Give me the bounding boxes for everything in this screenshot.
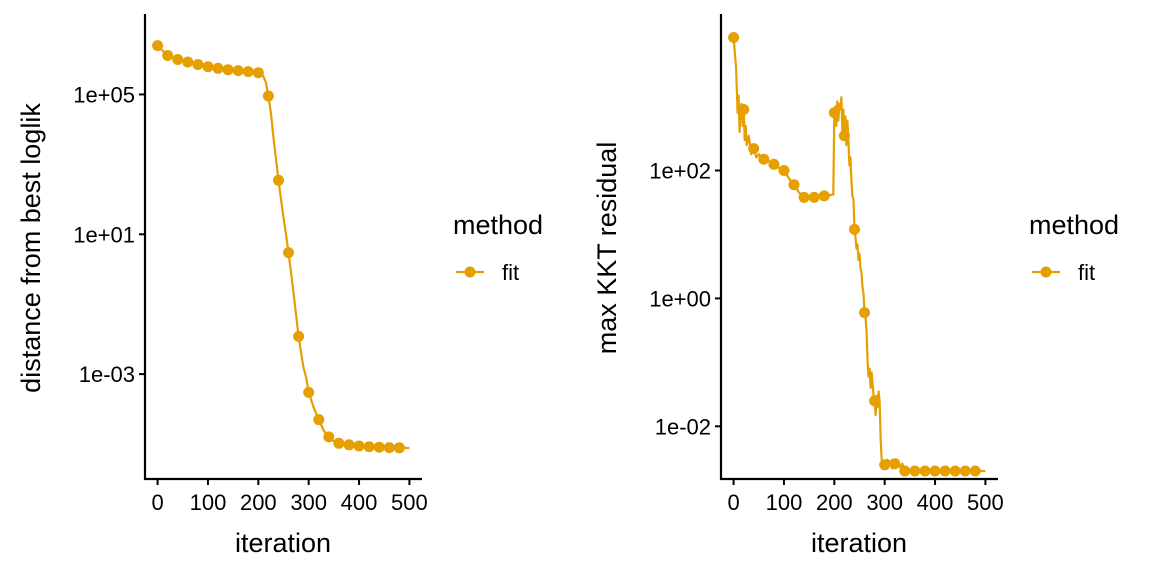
right-data-point [798,191,810,203]
left-data-point [383,442,395,454]
right-y-axis-title: max KKT residual [592,142,622,355]
right-x-tick-label: 200 [816,490,853,515]
right-data-point [949,465,961,477]
right-x-tick-label: 0 [727,490,739,515]
right-x-tick-label: 400 [917,490,954,515]
left-data-point [252,67,264,79]
left-data-point [373,441,385,453]
right-legend: method fit [1029,210,1119,285]
left-legend-key-point [464,266,476,278]
right-data-point [828,107,840,119]
right-data-point [919,465,931,477]
right-legend-title: method [1029,210,1119,240]
left-y-tick-label: 1e+01 [73,222,135,247]
left-data-point [353,440,365,452]
right-legend-label: fit [1078,260,1095,285]
left-data-point [343,439,355,451]
left-data-point [212,62,224,74]
left-data-point [333,437,345,449]
right-data-point [889,458,901,470]
left-data-point [262,90,274,102]
right-data-point [849,223,860,235]
right-data-point [929,465,941,477]
right-legend-key-point [1040,266,1052,278]
right-axis-lines [719,14,998,481]
right-plot-area [728,32,986,477]
left-data-point [242,66,254,78]
left-legend-label: fit [502,260,519,285]
left-data-point [192,59,204,70]
left-plot-area [152,40,410,454]
left-x-tick-label: 300 [290,490,327,515]
left-data-point [232,65,244,77]
left-y-tick-label: 1e-03 [79,362,135,387]
right-y-axis-ticks: 1e-02 1e+00 1e+02 [649,159,721,439]
left-x-tick-label: 0 [151,490,163,515]
left-y-tick-label: 1e+05 [73,82,135,107]
right-data-point [778,165,790,176]
left-legend: method fit [453,210,543,285]
left-x-tick-label: 100 [190,490,227,515]
right-data-point [899,465,911,477]
right-y-tick-label: 1e-02 [655,414,711,439]
right-data-point [939,465,951,477]
left-data-point [393,442,405,454]
right-data-point [808,191,820,203]
right-data-point [768,158,780,170]
left-data-point [293,330,305,342]
right-data-point [788,179,800,191]
right-x-tick-label: 300 [866,490,903,515]
right-x-tick-label: 500 [967,490,1004,515]
left-y-axis-ticks: 1e-03 1e+01 1e+05 [73,82,145,387]
left-data-point [283,247,294,259]
left-data-point [273,174,284,186]
left-data-point [222,64,234,76]
right-data-point [748,143,760,155]
right-x-tick-label: 100 [766,490,803,515]
left-data-point [152,40,164,52]
left-x-tick-label: 400 [341,490,378,515]
left-data-point [202,61,214,73]
left-data-point [363,441,375,453]
left-series-line-fit [156,44,410,450]
left-data-point [162,50,174,61]
right-y-tick-label: 1e+00 [649,286,711,311]
left-data-point [313,414,325,426]
right-x-axis-ticks: 0 100 200 300 400 500 [727,479,1004,515]
left-x-tick-label: 200 [240,490,277,515]
right-data-point [869,395,881,407]
right-data-point [818,190,830,202]
right-data-point [859,307,870,319]
right-series-line-fit [732,37,986,473]
right-data-point [738,104,750,115]
right-data-point [909,465,921,477]
left-x-tick-label: 500 [391,490,428,515]
right-chart-panel: 1e-02 1e+00 1e+02 0 100 200 300 400 500 iterati… [592,14,1119,558]
right-data-point [728,32,740,43]
left-axis-lines [143,14,422,481]
right-data-point [838,130,850,142]
right-data-point [758,153,770,165]
left-x-axis-title: iteration [235,528,331,558]
left-chart-panel: 1e-03 1e+01 1e+05 0 100 200 300 400 500 iterati… [16,14,543,558]
left-y-axis-title: distance from best loglik [16,103,46,393]
left-data-point [323,431,335,443]
left-legend-title: method [453,210,543,240]
right-y-tick-label: 1e+02 [649,159,711,184]
right-data-point [879,459,891,471]
left-x-axis-ticks: 0 100 200 300 400 500 [151,479,428,515]
left-data-point [303,386,315,398]
right-data-point [969,465,981,477]
right-data-point [959,465,971,477]
right-x-axis-title: iteration [811,528,907,558]
left-data-point [182,56,194,68]
left-data-point [172,54,184,65]
